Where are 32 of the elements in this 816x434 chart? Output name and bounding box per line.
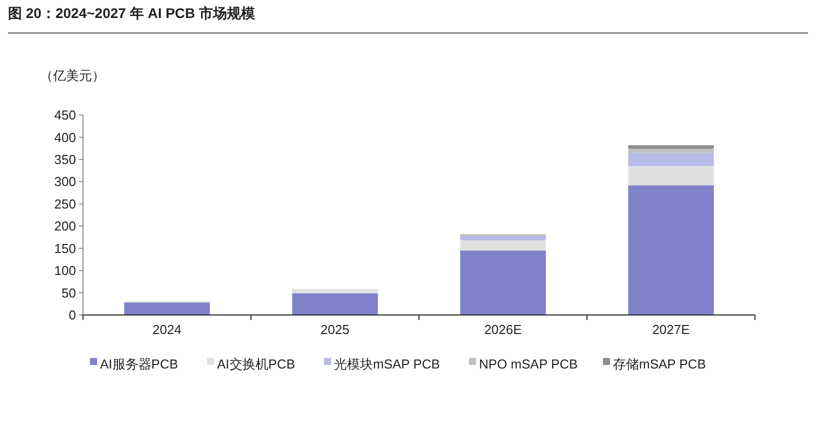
legend-label: NPO mSAP PCB xyxy=(479,356,578,372)
y-tick-label: 250 xyxy=(54,196,76,212)
y-tick-label: 0 xyxy=(68,308,76,323)
bar xyxy=(460,250,546,315)
x-tick-label: 2027E xyxy=(652,322,690,337)
chart-title: 图 20：2024~2027 年 AI PCB 市场规模 xyxy=(8,5,256,21)
bar xyxy=(460,236,546,240)
legend-label: 光模块mSAP PCB xyxy=(334,356,440,372)
y-tick-label: 350 xyxy=(54,152,76,167)
x-tick-label: 2024 xyxy=(152,322,182,337)
bar xyxy=(292,289,378,294)
y-tick-label: 400 xyxy=(54,130,76,145)
y-tick-label: 50 xyxy=(62,285,76,300)
y-tick-label: 300 xyxy=(54,174,76,190)
x-tick-label: 2025 xyxy=(320,322,350,337)
y-tick-label: 150 xyxy=(54,240,76,256)
bar xyxy=(628,166,714,186)
y-tick-label: 100 xyxy=(54,263,76,278)
bar xyxy=(628,148,714,153)
bar xyxy=(628,152,714,166)
x-tick-label: 2026E xyxy=(484,322,522,337)
legend-label: AI服务器PCB xyxy=(100,356,178,372)
bar xyxy=(124,302,210,315)
legend-label: AI交换机PCB xyxy=(217,356,296,372)
y-tick-label: 450 xyxy=(54,108,76,123)
bar xyxy=(628,145,714,149)
y-axis-title: （亿美元） xyxy=(40,68,105,83)
bar xyxy=(292,293,378,315)
y-tick-label: 200 xyxy=(54,218,76,234)
legend-label: 存储mSAP PCB xyxy=(613,356,706,372)
bar xyxy=(628,185,714,315)
bar xyxy=(460,240,546,251)
